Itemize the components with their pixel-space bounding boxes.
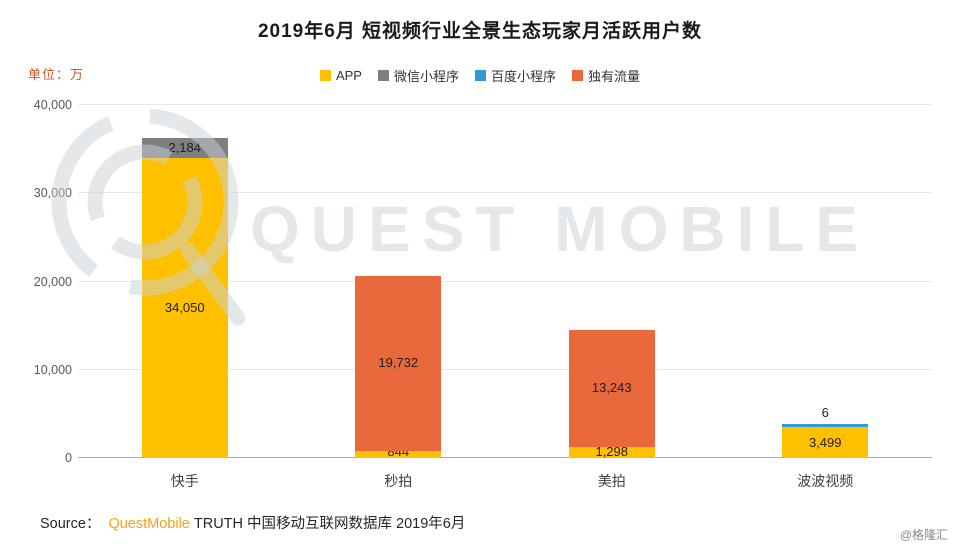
chart-area: 0 10,000 20,000 30,000 40,000 34,050 2,184 快手 8…: [30, 98, 932, 489]
category-label: 美拍: [597, 473, 626, 489]
category-label: 秒拍: [384, 473, 413, 489]
data-label: 2,184: [168, 139, 202, 155]
source-brand: QuestMobile: [108, 516, 190, 532]
data-label: 3,499: [808, 434, 842, 450]
gridline: [78, 457, 932, 458]
legend-label: 独有流量: [588, 69, 641, 84]
legend-item: APP: [319, 68, 362, 83]
gridline: [78, 368, 932, 370]
bar-segment-APP: [355, 450, 442, 458]
data-label: 1,298: [595, 444, 629, 459]
legend-swatch: [475, 70, 486, 81]
plot-area: 34,050 2,184 快手 844 19,732 秒拍 1,298 13,243 美拍 3,4…: [78, 104, 932, 489]
bar-segment-独有流量: [355, 276, 442, 451]
source-prefix: Source：: [40, 516, 101, 532]
y-axis-labels: 0 10,000 20,000 30,000 40,000: [30, 98, 72, 465]
chart-title: 2019年6月 短视频行业全景生态玩家月活跃用户数: [257, 21, 703, 42]
gridline: [78, 192, 932, 194]
y-axis-tick-label: 30,000: [33, 186, 72, 201]
bar-segment-独有流量: [568, 329, 655, 447]
y-axis-tick-label: 0: [65, 451, 72, 465]
legend-item: 独有流量: [572, 66, 640, 85]
gelonghui-badge: @格隆汇: [899, 528, 948, 542]
legend-item: 百度小程序: [475, 66, 556, 85]
legend-label: 微信小程序: [393, 69, 459, 84]
legend-swatch: [319, 70, 331, 81]
data-label: 34,050: [164, 299, 205, 315]
bar-segment-APP: [782, 427, 869, 458]
gridline: [78, 104, 932, 105]
bar-segment-百度小程序: [782, 424, 869, 428]
data-label: 19,732: [378, 355, 419, 371]
source-line: Source： QuestMobile TRUTH 中国移动互联网数据库 2019年…: [40, 512, 465, 533]
y-axis-tick-label: 10,000: [33, 362, 72, 377]
legend-label: 百度小程序: [491, 69, 557, 84]
gridline: [78, 280, 932, 282]
unit-label: 单位：万: [28, 67, 85, 82]
legend-swatch: [572, 70, 584, 81]
category-label: 波波视频: [797, 473, 854, 489]
data-label: 6: [821, 405, 829, 421]
legend-label: APP: [335, 68, 362, 83]
legend: APP 微信小程序 百度小程序 独有流量: [0, 66, 960, 85]
y-axis-tick-label: 40,000: [33, 98, 72, 112]
legend-swatch: [377, 70, 389, 81]
bar-segment-APP: [568, 446, 655, 458]
legend-item: 微信小程序: [377, 66, 459, 85]
source-suffix: TRUTH 中国移动互联网数据库 2019年6月: [193, 516, 466, 532]
data-label: 13,243: [591, 380, 632, 396]
y-axis-tick-label: 20,000: [33, 274, 72, 289]
category-label: 快手: [170, 473, 199, 489]
